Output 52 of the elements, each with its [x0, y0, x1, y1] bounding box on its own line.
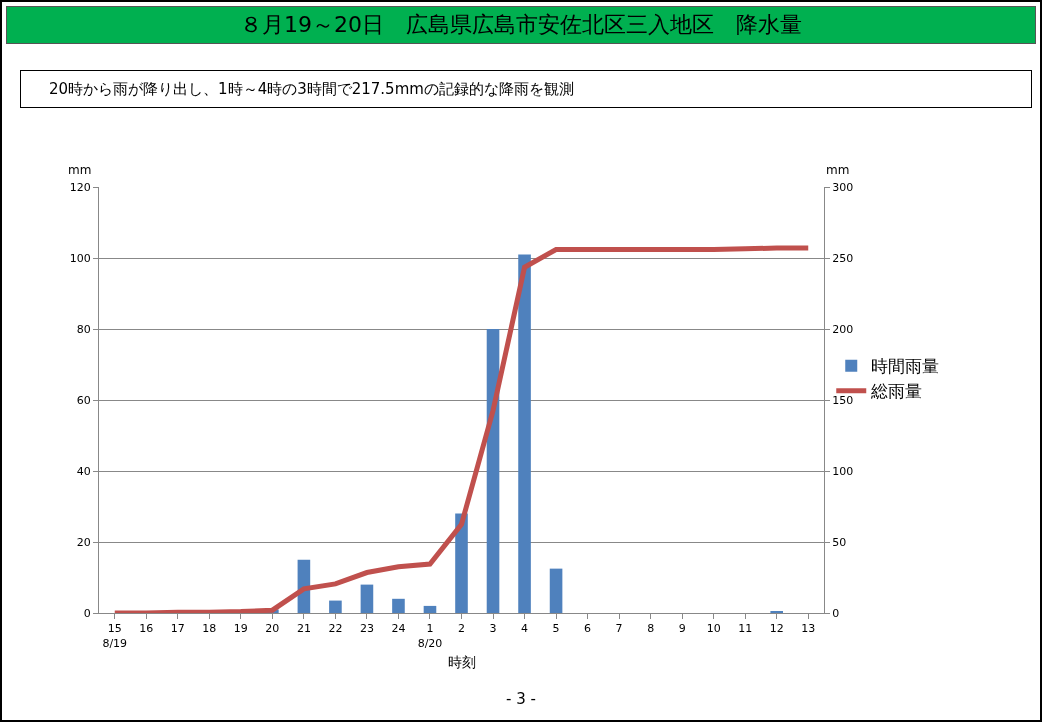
x-tick-label: 15 8/19 [102, 622, 128, 650]
bar [518, 254, 531, 613]
chart-subtitle: 20時から雨が降り出し、1時～4時の3時間で217.5mmの記録的な降雨を観測 [20, 70, 1032, 108]
x-tick-label: 6 [584, 622, 592, 636]
x-tick-label: 5 [552, 622, 560, 636]
x-tick-label: 10 [706, 622, 721, 636]
y-tick-label: 0 [83, 606, 91, 620]
bar [360, 584, 374, 613]
x-tick-label: 23 [359, 622, 374, 636]
x-tick-label: 4 [521, 622, 529, 636]
y2-tick-label: 200 [832, 322, 854, 336]
x-tick-label: 16 [139, 622, 154, 636]
y2-tick-label: 0 [832, 606, 840, 620]
x-tick-label: 24 [391, 622, 406, 636]
x-tick-label: 17 [170, 622, 185, 636]
x-tick-label: 22 [328, 622, 343, 636]
x-tick-label: 19 [233, 622, 248, 636]
y-tick-label: 120 [69, 180, 91, 194]
y-axis-title: mm [68, 163, 92, 177]
x-tick-label: 2 [458, 622, 465, 636]
y-tick-label: 40 [76, 464, 91, 478]
x-tick-label: 12 [769, 622, 784, 636]
x-tick-label: 18 [202, 622, 217, 636]
bar [329, 600, 342, 613]
y2-tick-label: 300 [832, 180, 854, 194]
x-tick-label: 20 [265, 622, 280, 636]
y-tick-label: 80 [76, 322, 91, 336]
chart-title: ８月19～20日 広島県広島市安佐北区三入地区 降水量 [6, 6, 1036, 44]
x-tick-label: 11 [738, 622, 753, 636]
legend-label: 時間雨量 [871, 356, 940, 377]
x-tick-label: 13 [801, 622, 816, 636]
bar [549, 568, 563, 613]
y2-tick-label: 250 [832, 251, 854, 265]
y2-axis-title: mm [826, 163, 850, 177]
bar [455, 513, 468, 613]
y2-tick-label: 100 [832, 464, 854, 478]
bar [423, 605, 437, 613]
y-tick-label: 20 [76, 535, 91, 549]
y-tick-label: 100 [69, 251, 91, 265]
x-tick-label: 1 8/20 [417, 622, 443, 650]
text: - 3 - [505, 690, 537, 708]
x-tick-label: 9 [678, 622, 686, 636]
bar [392, 598, 405, 613]
y-tick-label: 60 [76, 393, 91, 407]
legend-label: 総雨量 [870, 381, 923, 402]
x-axis-title: 時刻 [447, 653, 476, 670]
x-tick-label: 21 [296, 622, 311, 636]
y2-tick-label: 50 [832, 535, 847, 549]
x-tick-label: 3 [489, 622, 497, 636]
x-tick-label: 7 [615, 622, 623, 636]
y2-tick-label: 150 [832, 393, 854, 407]
x-tick-label: 8 [647, 622, 655, 636]
